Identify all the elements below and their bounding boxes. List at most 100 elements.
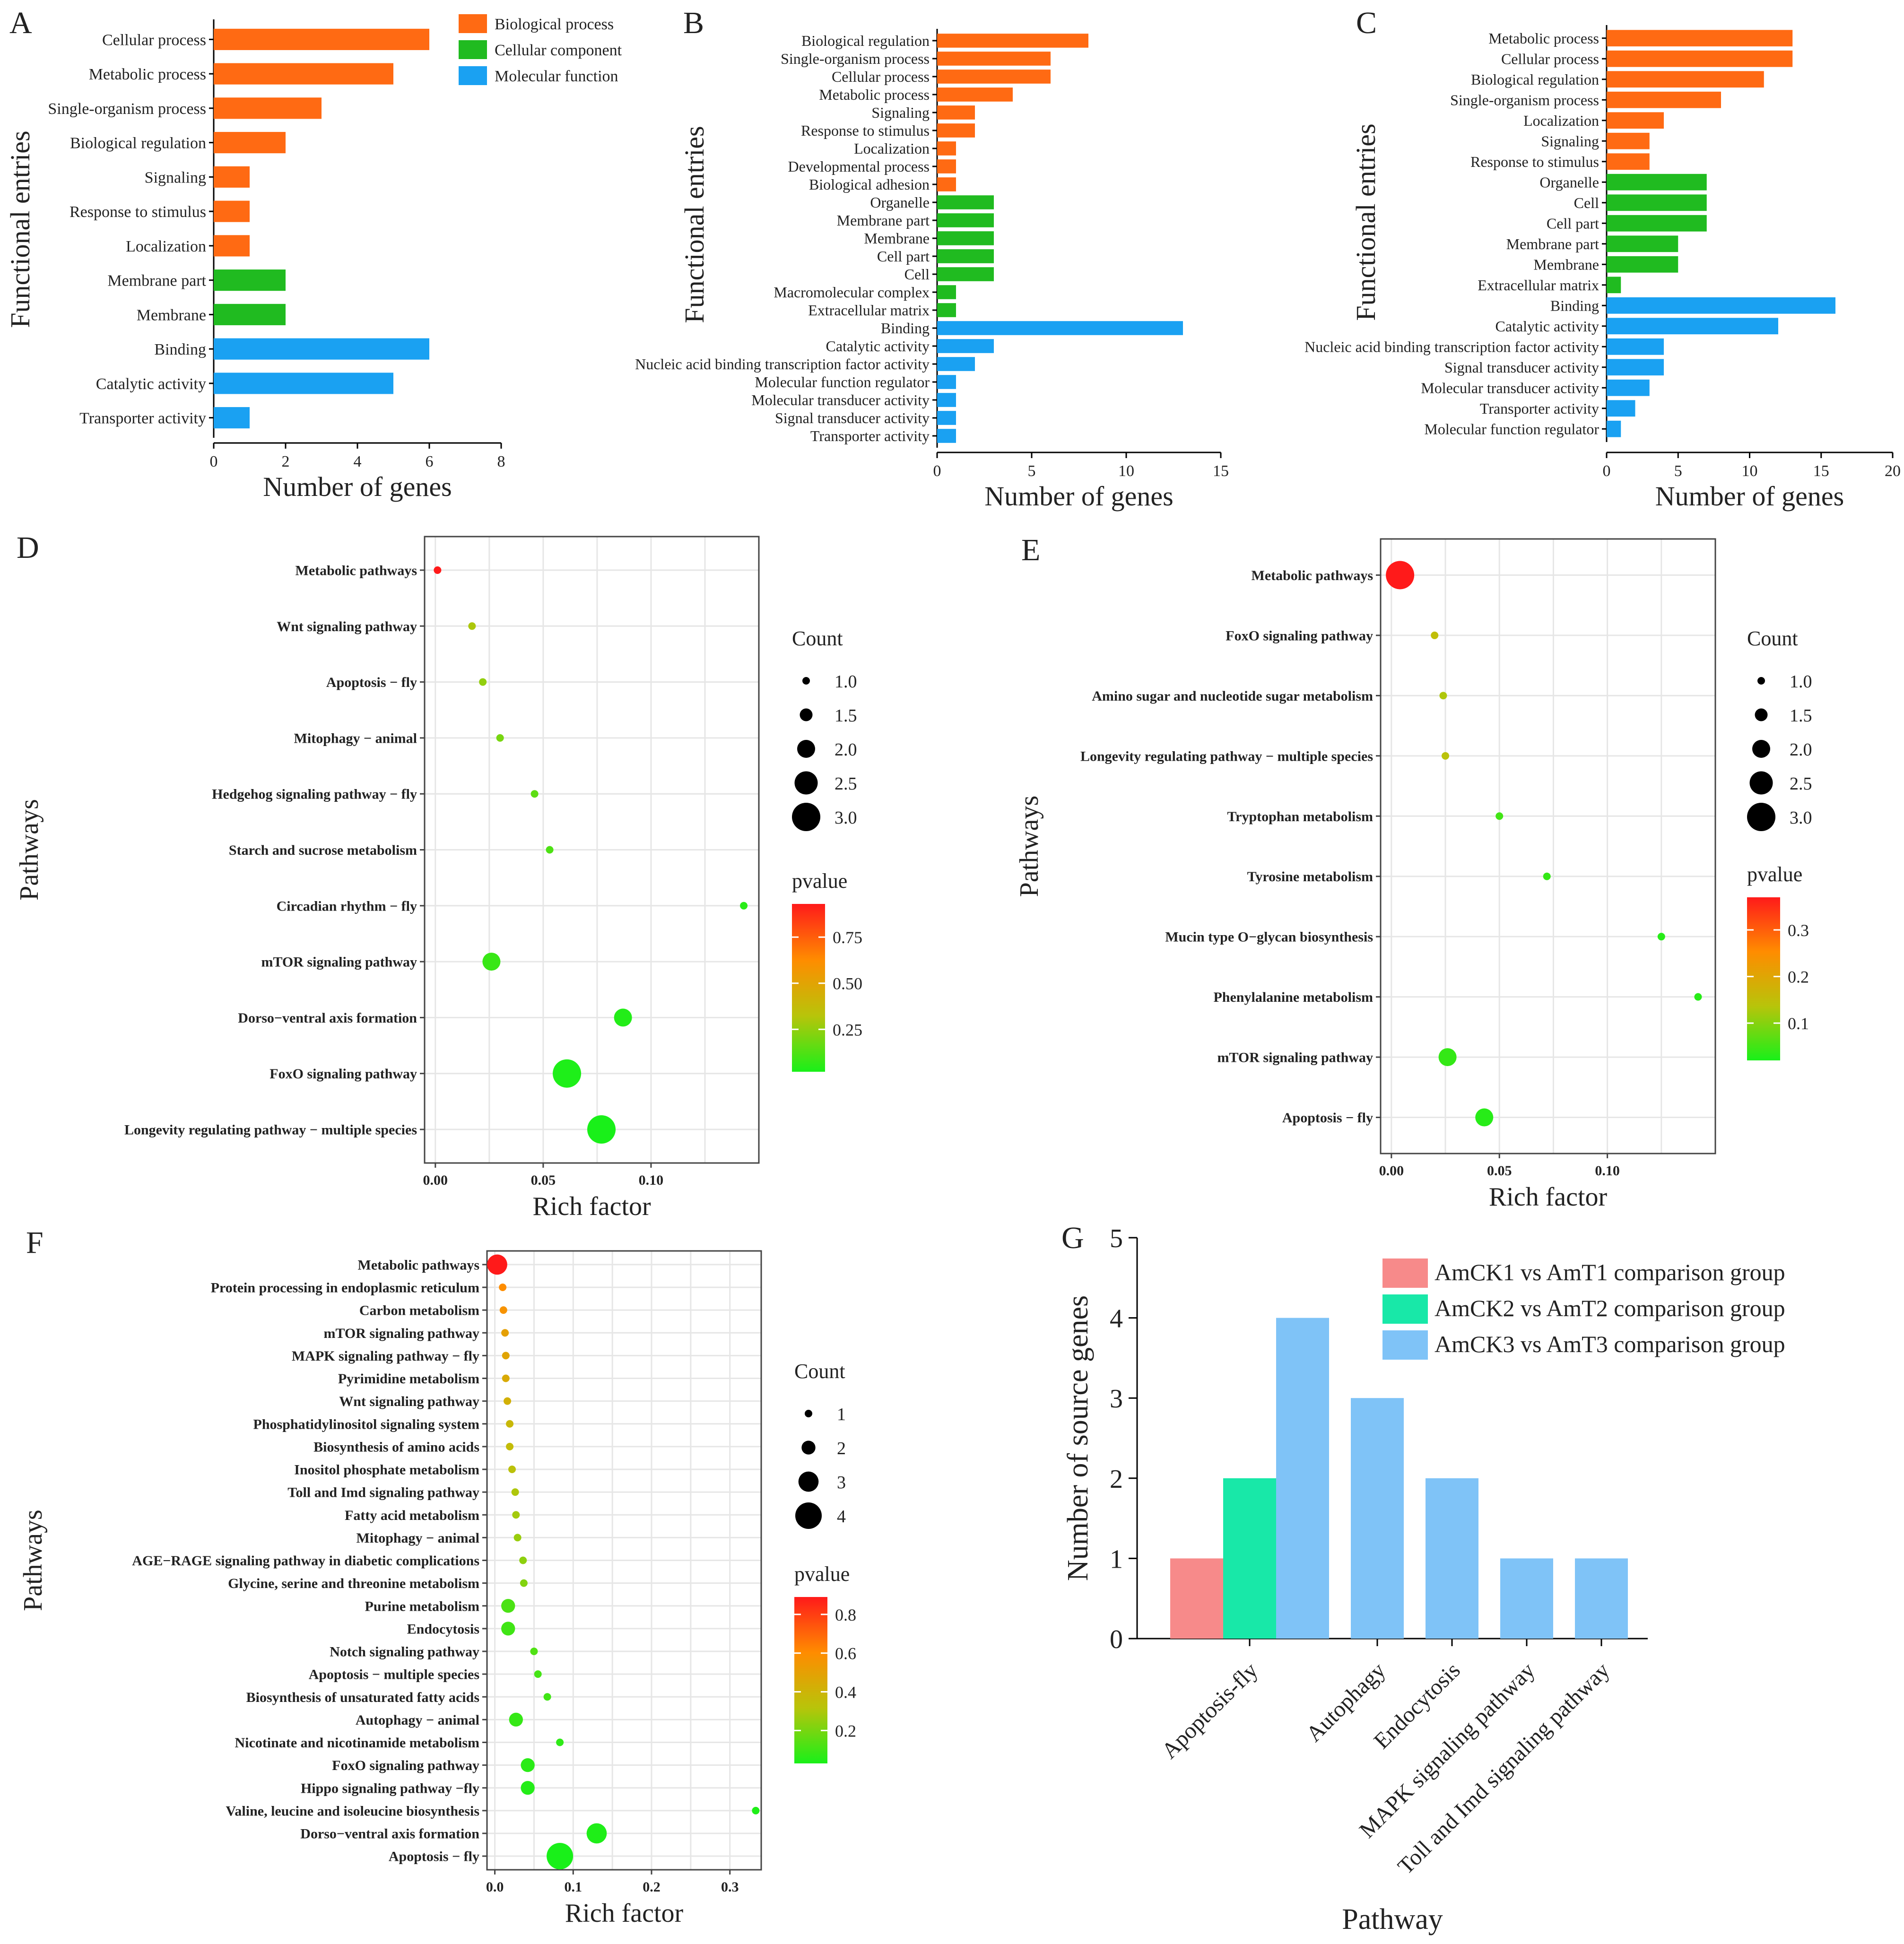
bubble-mapk-signaling-pathway-fly bbox=[502, 1352, 510, 1360]
pathway-label: Apoptosis − fly bbox=[389, 1849, 479, 1865]
legend-swatch bbox=[1382, 1294, 1428, 1324]
x-tick-label: 0.0 bbox=[486, 1879, 504, 1895]
bar-membrane-part bbox=[937, 213, 994, 227]
count-legend-dot bbox=[797, 740, 815, 758]
bubble-mtor-signaling-pathway bbox=[1438, 1048, 1457, 1067]
legend-label: Molecular function bbox=[495, 68, 618, 85]
panel-letter-g: G bbox=[1061, 1221, 1084, 1255]
bar-response-to-stimulus bbox=[1607, 153, 1650, 170]
panel-letter-c: C bbox=[1356, 6, 1377, 40]
bubble-metabolic-pathways bbox=[1386, 561, 1415, 590]
pathway-label: Fatty acid metabolism bbox=[345, 1508, 479, 1523]
y-tick-label: 1 bbox=[1110, 1545, 1123, 1574]
category-label: Extracellular matrix bbox=[808, 302, 930, 319]
category-label: Metabolic process bbox=[819, 86, 930, 103]
category-label: Transporter activity bbox=[79, 410, 206, 427]
category-label: Binding bbox=[1550, 297, 1599, 314]
count-legend-title: Count bbox=[792, 627, 843, 650]
x-tick-label: 0.10 bbox=[639, 1172, 664, 1188]
bubble-mucin-type-o-glycan-biosynthesis bbox=[1657, 933, 1665, 941]
bubble-foxo-signaling-pathway bbox=[521, 1758, 535, 1772]
x-tick-label: 0 bbox=[933, 462, 941, 480]
category-label: Molecular transducer activity bbox=[1421, 379, 1599, 396]
panel-letter-d: D bbox=[17, 530, 39, 565]
bar-membrane bbox=[937, 231, 994, 245]
pathway-label: Carbon metabolism bbox=[359, 1303, 479, 1319]
category-label: Response to stimulus bbox=[70, 203, 206, 221]
bubble-apoptosis-fly bbox=[1475, 1108, 1494, 1127]
bubble-circadian-rhythm-fly bbox=[740, 902, 748, 910]
x-axis-title: Rich factor bbox=[1489, 1182, 1608, 1212]
bar-molecular-function-regulator bbox=[937, 375, 956, 389]
bar-single-organism-process bbox=[937, 52, 1051, 66]
count-legend-label: 2.5 bbox=[1790, 774, 1812, 794]
bubble-hippo-signaling-pathway-fly bbox=[521, 1781, 535, 1795]
bubble-metabolic-pathways bbox=[487, 1254, 507, 1275]
pathway-label: Notch signaling pathway bbox=[330, 1644, 479, 1660]
pathway-label: FoxO signaling pathway bbox=[332, 1758, 479, 1773]
pvalue-legend-label: 0.8 bbox=[835, 1606, 856, 1624]
pathway-label: Dorso−ventral axis formation bbox=[300, 1826, 479, 1842]
pathway-label: Hedgehog signaling pathway − fly bbox=[212, 787, 417, 802]
bar-signal-transducer-activity bbox=[937, 411, 956, 425]
category-label: Molecular transducer activity bbox=[751, 391, 930, 408]
bar-signaling bbox=[1607, 132, 1650, 149]
category-label: Biological regulation bbox=[1471, 71, 1599, 88]
pvalue-colorbar bbox=[792, 904, 825, 1072]
bubble-toll-and-imd-signaling-pathway bbox=[511, 1488, 519, 1496]
bar-localization bbox=[937, 141, 956, 156]
x-tick-label: 10 bbox=[1118, 462, 1134, 480]
panel-d-kegg-bubble-chart: D Metabolic pathways Wnt signaling pathway… bbox=[15, 530, 862, 1221]
pathway-label: Wnt signaling pathway bbox=[339, 1394, 479, 1409]
legend-swatch bbox=[459, 40, 487, 59]
category-label: Molecular function regulator bbox=[1424, 420, 1599, 437]
count-legend-dot bbox=[794, 771, 818, 795]
bubble-dorso-ventral-axis-formation bbox=[586, 1823, 607, 1844]
bar-response-to-stimulus bbox=[214, 200, 250, 222]
pathway-label: Autophagy − animal bbox=[356, 1712, 479, 1728]
pathway-label: Metabolic pathways bbox=[358, 1257, 480, 1273]
bubble-foxo-signaling-pathway bbox=[1431, 631, 1439, 639]
category-label: Transporter activity bbox=[1480, 400, 1599, 417]
category-label: Signaling bbox=[145, 169, 206, 186]
pathway-label: Protein processing in endoplasmic reticu… bbox=[211, 1280, 479, 1296]
x-tick-label: 0.1 bbox=[565, 1879, 583, 1895]
x-tick-label: 0.10 bbox=[1595, 1163, 1620, 1179]
bubble-wnt-signaling-pathway bbox=[504, 1397, 512, 1405]
bar-biological-regulation bbox=[937, 34, 1088, 48]
bar-membrane bbox=[214, 304, 286, 325]
y-tick-label: 4 bbox=[1110, 1304, 1123, 1334]
bubble-mtor-signaling-pathway bbox=[501, 1329, 509, 1337]
category-label: Organelle bbox=[1539, 174, 1599, 191]
x-axis-title: Number of genes bbox=[1655, 481, 1844, 512]
bar-nucleic-acid-binding-transcription-factor-activity bbox=[937, 357, 975, 371]
count-legend-dot bbox=[792, 803, 820, 831]
bar-transporter-activity bbox=[214, 407, 250, 429]
count-legend-dot bbox=[1747, 803, 1775, 831]
bar-membrane-part bbox=[1607, 235, 1678, 252]
pvalue-legend-label: 0.75 bbox=[833, 928, 862, 947]
bar-signaling bbox=[937, 105, 975, 120]
pathway-label: Phenylalanine metabolism bbox=[1213, 989, 1373, 1005]
pathway-label: Wnt signaling pathway bbox=[277, 619, 417, 634]
bar-apoptosis-fly-amck3-vs-amt3-comparison-group bbox=[1276, 1318, 1329, 1639]
pvalue-legend-label: 0.2 bbox=[835, 1721, 856, 1740]
bubble-apoptosis-fly bbox=[479, 678, 487, 686]
y-axis-title: Functional entries bbox=[5, 130, 35, 328]
category-label: Cell bbox=[904, 266, 930, 283]
category-label: Signaling bbox=[871, 104, 930, 121]
bubble-age-rage-signaling-pathway-in-diabetic-complications bbox=[519, 1556, 527, 1564]
bubble-dorso-ventral-axis-formation bbox=[614, 1008, 632, 1027]
pathway-label: Metabolic pathways bbox=[1252, 568, 1374, 583]
bubble-protein-processing-in-endoplasmic-reticulum bbox=[499, 1284, 507, 1291]
x-tick-label: 8 bbox=[497, 453, 505, 470]
pvalue-legend-label: 0.50 bbox=[833, 974, 862, 993]
bubble-foxo-signaling-pathway bbox=[553, 1059, 582, 1088]
legend-swatch bbox=[459, 66, 487, 85]
category-label: Metabolic process bbox=[89, 66, 206, 83]
category-label: Macromolecular complex bbox=[774, 284, 930, 301]
count-legend-dot bbox=[800, 708, 813, 721]
bubble-metabolic-pathways bbox=[434, 566, 442, 574]
legend-swatch bbox=[1382, 1258, 1428, 1288]
pvalue-legend-label: 0.6 bbox=[835, 1644, 856, 1663]
